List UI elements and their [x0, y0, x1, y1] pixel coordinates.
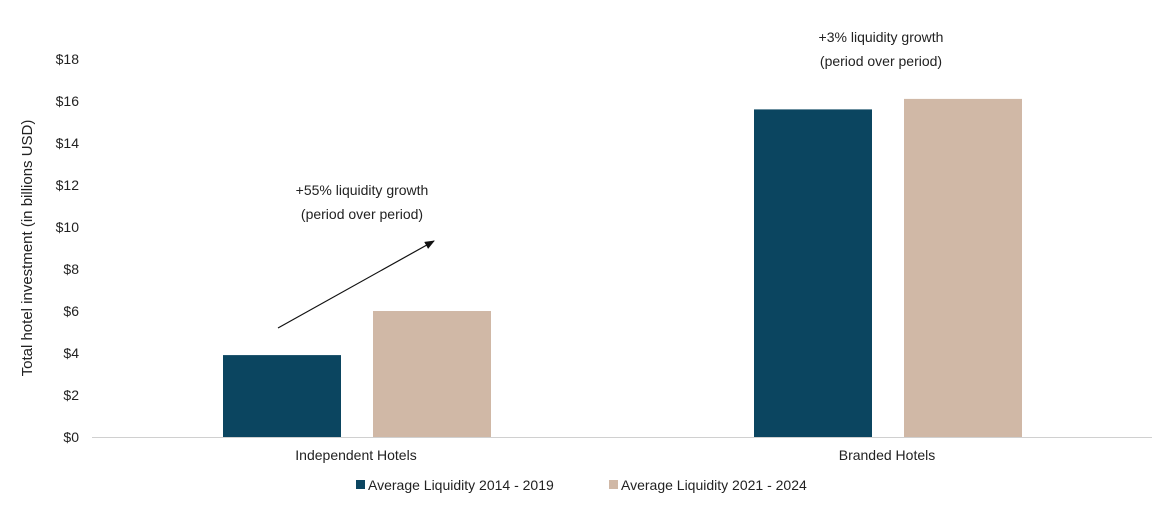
annotation-text: (period over period)	[820, 53, 942, 69]
y-axis-title-group: Total hotel investment (in billions USD)	[19, 120, 36, 377]
legend-swatch-1	[356, 480, 365, 489]
y-axis-title: Total hotel investment (in billions USD)	[19, 120, 36, 377]
category-label: Branded Hotels	[839, 447, 936, 463]
annotation-text: (period over period)	[301, 206, 423, 222]
y-tick-label: $8	[63, 261, 79, 277]
y-tick-label: $0	[63, 429, 79, 445]
legend-label: Average Liquidity 2021 - 2024	[621, 477, 807, 493]
y-tick-label: $4	[63, 345, 79, 361]
bar-2-1	[373, 311, 491, 437]
y-tick-label: $2	[63, 387, 79, 403]
category-labels: Independent Hotels Branded Hotels	[295, 447, 935, 463]
legend-swatch-2	[609, 480, 618, 489]
bars	[223, 98, 1022, 438]
y-axis-ticks: $0 $2 $4 $6 $8 $10 $12 $14 $16 $18	[56, 51, 80, 445]
growth-arrow	[277, 240, 435, 329]
legend: Average Liquidity 2014 - 2019 Average Liq…	[356, 477, 807, 493]
y-tick-label: $6	[63, 303, 79, 319]
legend-label: Average Liquidity 2014 - 2019	[368, 477, 554, 493]
y-tick-label: $16	[56, 93, 80, 109]
y-tick-label: $14	[56, 135, 80, 151]
y-tick-label: $12	[56, 177, 80, 193]
bar-1-1	[223, 355, 341, 437]
bar-2-2	[904, 98, 1022, 438]
category-label: Independent Hotels	[295, 447, 416, 463]
bar-1-2	[754, 109, 872, 438]
annotation-text: +3% liquidity growth	[819, 29, 944, 45]
y-tick-label: $10	[56, 219, 80, 235]
annotations: +55% liquidity growth (period over period…	[277, 29, 944, 329]
y-tick-label: $18	[56, 51, 80, 67]
annotation-text: +55% liquidity growth	[296, 182, 429, 198]
